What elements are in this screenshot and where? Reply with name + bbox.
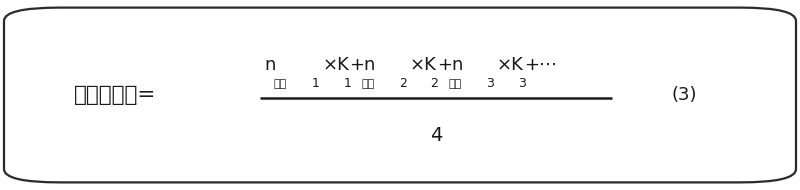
Text: +⋯: +⋯ [524,56,557,74]
Text: 产物: 产物 [362,79,375,89]
Text: 3: 3 [483,77,495,90]
Text: ×K: ×K [322,56,350,74]
Text: +n: +n [350,56,376,74]
Text: (3): (3) [671,86,697,104]
Text: 3: 3 [518,77,526,90]
Text: ×K: ×K [497,56,524,74]
Text: ×K: ×K [410,56,437,74]
Text: 2: 2 [396,77,408,90]
Text: 产物: 产物 [449,79,462,89]
Text: 1: 1 [344,77,352,90]
Text: n: n [264,56,275,74]
Text: +n: +n [437,56,463,74]
Text: 4: 4 [430,126,442,145]
Text: 理论产氧量=: 理论产氧量= [74,85,156,105]
Text: 1: 1 [308,77,320,90]
Text: 2: 2 [430,77,438,90]
FancyBboxPatch shape [4,8,796,182]
Text: 产物: 产物 [274,79,287,89]
